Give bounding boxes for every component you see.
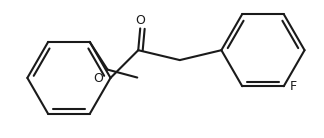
Text: O: O (135, 14, 145, 27)
Text: O: O (94, 72, 104, 85)
Text: F: F (290, 80, 297, 93)
